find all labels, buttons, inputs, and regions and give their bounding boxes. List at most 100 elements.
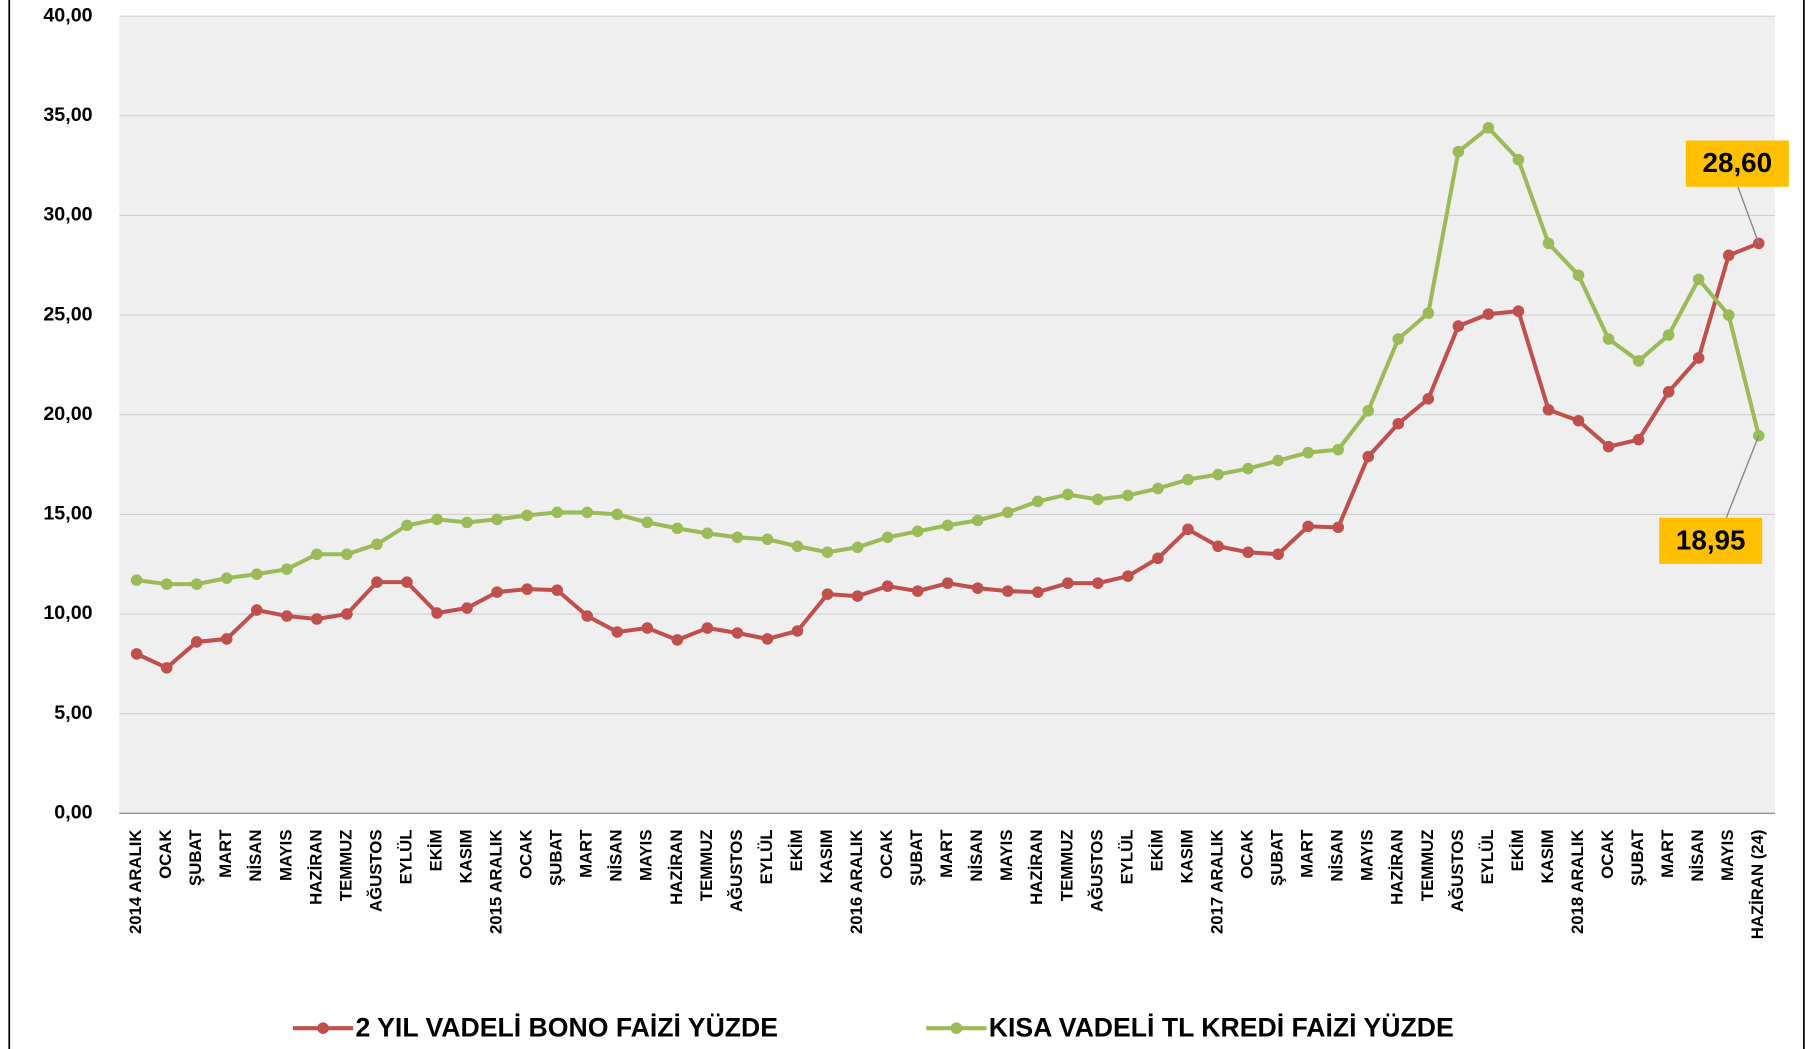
data-point [1242,546,1254,559]
data-point [431,513,443,526]
y-tick-label: 15,00 [43,503,92,525]
legend-marker [317,1022,329,1034]
x-tick-label: MART [937,829,956,878]
data-point [971,582,984,594]
data-point [371,538,383,551]
data-point [611,508,624,521]
data-point [1302,520,1314,533]
x-tick-label: 2017 ARALIK [1207,829,1226,934]
data-point [281,563,293,575]
x-tick-label: EYLÜL [1478,829,1497,884]
data-point [1032,586,1044,598]
data-point [881,580,894,592]
x-tick-label: 2016 ARALIK [847,829,866,934]
data-point [821,588,834,600]
data-point [731,531,744,544]
x-tick-label: MAYIS [637,829,656,881]
data-point [1512,305,1525,317]
data-point [1302,446,1314,459]
data-point [1062,488,1074,501]
data-point [130,574,143,586]
data-point [190,578,203,590]
data-point [461,516,473,529]
x-tick-label: TEMMUZ [697,829,716,901]
data-point [220,572,233,584]
data-point [1452,320,1465,332]
data-point [1512,153,1525,166]
legend-label: KISA VADELİ TL KREDİ FAİZİ YÜZDE [989,1012,1454,1042]
label-leader [1725,435,1760,518]
x-tick-label: 2014 ARALIK [126,829,145,934]
x-tick-label: 2015 ARALIK [487,829,506,934]
data-point [160,662,173,674]
data-point [1332,521,1344,534]
data-point [821,546,834,559]
data-point [1392,333,1405,345]
y-tick-label: 30,00 [43,204,92,226]
data-point [1062,577,1074,589]
x-tick-label: MAYIS [997,829,1016,881]
x-tick-label: MART [216,829,235,878]
y-tick-label: 20,00 [43,403,92,425]
data-point [1452,145,1465,158]
data-point [971,514,984,527]
x-tick-label: EKİM [426,829,445,871]
x-tick-label: KASIM [817,829,836,883]
x-tick-label: HAZİRAN [1027,829,1046,904]
x-tick-label: HAZİRAN (24) [1748,829,1767,939]
data-point [1152,552,1164,565]
x-tick-label: AĞUSTOS [1087,829,1106,912]
data-point [1212,468,1224,481]
x-tick-label: ŞUBAT [547,829,566,886]
x-tick-label: NİSAN [1688,829,1707,881]
data-point [341,608,353,620]
x-tick-label: ŞUBAT [1268,829,1287,886]
data-point [1482,121,1495,134]
data-point [581,610,594,622]
data-point [130,648,143,660]
x-tick-label: EYLÜL [1117,829,1136,884]
x-tick-label: MAYIS [276,829,295,881]
x-tick-label: OCAK [1598,829,1617,878]
data-point [1722,249,1735,262]
data-point [1602,440,1615,453]
x-tick-label: EYLÜL [396,829,415,884]
x-tick-label: EKİM [787,829,806,871]
x-tick-label: ŞUBAT [1628,829,1647,886]
data-point [1362,404,1375,417]
x-tick-label: MART [1658,829,1677,878]
data-point [281,610,293,622]
data-point [491,586,503,598]
x-tick-label: OCAK [517,829,536,878]
data-point [1092,577,1104,589]
label-leader [1737,186,1760,244]
x-tick-label: NİSAN [1328,829,1347,881]
y-tick-label: 0,00 [54,802,92,824]
x-tick-label: TEMMUZ [1418,829,1437,901]
data-point [1001,506,1014,519]
x-tick-label: OCAK [156,829,175,878]
x-tick-label: MART [1298,829,1317,878]
data-point [1692,273,1705,286]
x-tick-label: KASIM [1177,829,1196,883]
data-point [1242,462,1254,475]
x-tick-label: KASIM [1538,829,1557,883]
x-tick-label: OCAK [877,829,896,878]
data-point [851,541,864,554]
data-point [1182,473,1194,486]
legend-marker [950,1022,963,1034]
data-point [461,602,473,614]
data-point [701,622,714,634]
data-point [1152,482,1164,495]
data-point [1602,333,1615,345]
data-point [431,607,443,619]
data-point [250,568,263,580]
data-point [881,531,894,544]
data-point [911,525,924,538]
data-point [551,506,563,519]
x-tick-label: TEMMUZ [336,829,355,901]
data-point [1632,355,1645,367]
data-point [1662,329,1675,341]
data-point [671,634,684,646]
